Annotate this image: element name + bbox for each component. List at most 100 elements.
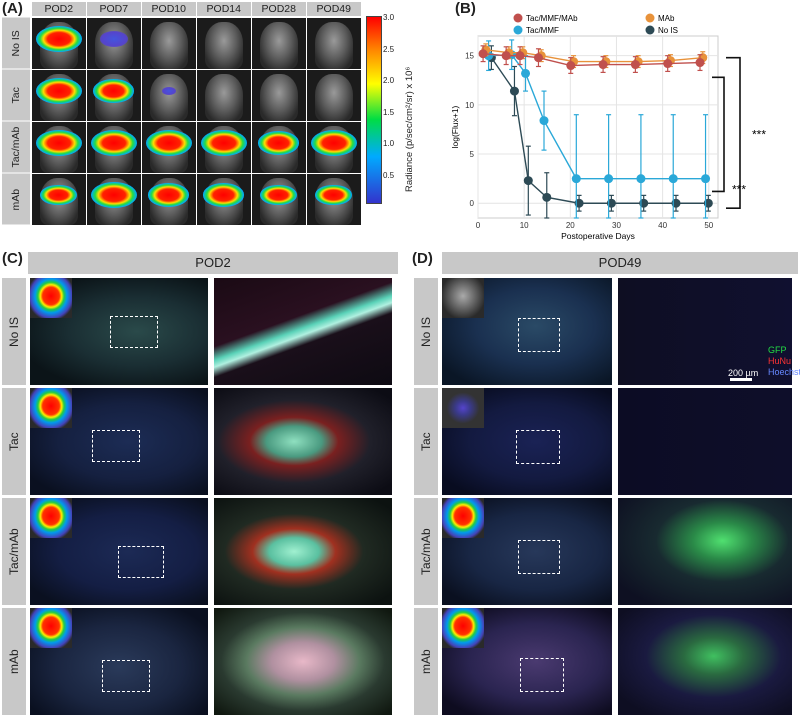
brain-overview-image [442,388,612,495]
bli-mouse-image [197,174,251,225]
data-point [566,61,576,71]
legend-marker [645,25,655,35]
y-tick-label: 10 [465,101,474,110]
panel-c-letter: (C) [2,250,23,267]
histology-row-label: No IS [2,278,26,385]
zoomed-histology-image [618,498,792,605]
stain-legend: GFP HuNu Hoechst [768,345,800,378]
legend-marker [513,25,523,35]
zoomed-histology-image [214,498,392,605]
bli-inset-thumbnail [30,278,72,318]
colorbar-tick-label: 2.5 [383,44,395,54]
colorbar-tick-label: 1.0 [383,139,395,148]
data-point [668,174,678,184]
bli-inset-thumbnail [442,278,484,318]
zoom-region-box [118,546,164,578]
histology-row-label: Tac/mAb [2,498,26,605]
data-point [515,51,525,61]
zoomed-histology-image [214,388,392,495]
bli-mouse-image [307,174,361,225]
pod-column-header: POD2 [32,2,86,16]
legend-hoechst: Hoechst [768,367,800,377]
legend-marker [513,13,523,23]
zoomed-histology-image [618,388,792,495]
scale-bar-label: 200 µm [728,368,759,378]
bli-inset-thumbnail [442,608,484,648]
histology-row-label: Tac/mAb [414,498,438,605]
significance-mark: *** [752,127,766,141]
histology-row-label: mAb [2,608,26,715]
zoom-region-box [110,316,158,348]
zoomed-histology-image [214,278,392,385]
colorbar-tick-label: 3.0 [383,13,395,22]
legend-hunu: HuNu [768,356,792,366]
bli-inset-thumbnail [442,388,484,428]
data-point [604,174,614,184]
y-axis-label: log(Flux+1) [450,105,460,148]
bli-mouse-image [142,18,196,69]
scale-bar [730,378,752,381]
bli-mouse-image [32,18,86,69]
legend-gfp: GFP [768,345,787,355]
x-tick-label: 0 [476,221,481,230]
x-tick-label: 20 [566,221,575,230]
bli-inset-thumbnail [442,498,484,538]
bli-mouse-image [252,174,306,225]
data-point [539,116,549,126]
x-tick-label: 10 [520,221,529,230]
bli-inset-thumbnail [30,608,72,648]
data-point [509,86,519,96]
bli-mouse-image [142,70,196,121]
zoomed-histology-image [618,608,792,715]
bli-mouse-image [87,122,141,173]
bli-mouse-image [142,122,196,173]
significance-bracket-outer [726,56,741,209]
zoomed-histology-image [214,608,392,715]
zoom-region-box [92,430,140,462]
pod-column-header: POD7 [87,2,141,16]
data-point [501,51,511,61]
data-point [630,60,640,70]
pod-column-header: POD14 [197,2,251,16]
bli-mouse-image [307,122,361,173]
bli-mouse-image [197,122,251,173]
legend-label: MAb [658,14,675,23]
histology-row-label: Tac [2,388,26,495]
flux-line-chart: 0 10 20 30 40 50 0 5 10 15 Postoperative Days log(F… [450,13,766,241]
data-point [542,192,552,202]
data-point [533,53,543,63]
bli-mouse-image [87,174,141,225]
plot-area [477,35,719,219]
brain-overview-image [30,498,208,605]
zoom-region-box [520,658,564,692]
zoomed-histology-image [618,278,792,385]
bli-mouse-image [142,174,196,225]
y-tick-label: 0 [470,199,475,208]
histology-row-label: Tac [414,388,438,495]
bli-mouse-image [252,70,306,121]
bli-inset-thumbnail [30,388,72,428]
data-point [598,60,608,70]
x-tick-label: 50 [704,221,713,230]
bli-mouse-image [252,122,306,173]
brain-overview-image [30,278,208,385]
y-tick-label: 15 [465,52,474,61]
colorbar [366,16,382,204]
x-tick-label: 40 [658,221,667,230]
colorbar-tick-label: 1.5 [383,107,395,117]
bli-mouse-image [32,122,86,173]
bli-mouse-image [307,18,361,69]
zoom-region-box [102,660,150,692]
colorbar-label: Radiance (p/sec/cm²/sr) x 10⁶ [404,66,415,192]
data-point [521,68,531,78]
data-point [695,58,705,68]
bli-mouse-image [252,18,306,69]
x-axis-label: Postoperative Days [561,231,635,241]
bli-mouse-image [32,174,86,225]
brain-overview-image [30,388,208,495]
bli-mouse-image [87,18,141,69]
legend-label: No IS [658,26,678,35]
panel-a-letter: (A) [2,0,23,17]
data-point [478,49,488,59]
data-point [701,174,711,184]
